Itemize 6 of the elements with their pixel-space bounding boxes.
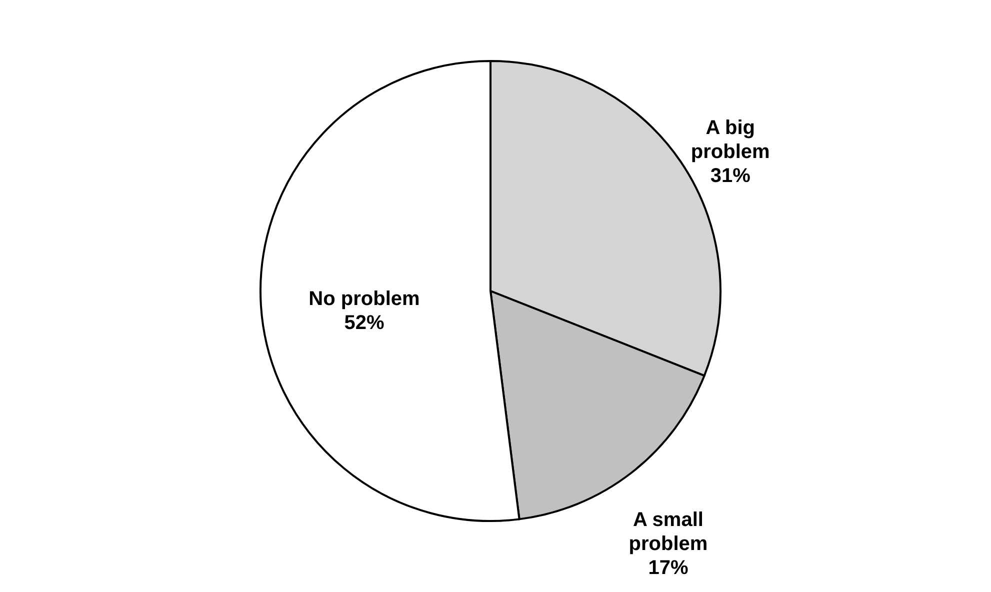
- slice-label: A small problem: [628, 509, 708, 556]
- data-label: 31%: [710, 164, 751, 187]
- slice-label: No problem: [308, 288, 420, 310]
- slice-label: A big problem: [690, 116, 770, 163]
- data-label: 17%: [648, 557, 688, 580]
- data-label: 52%: [344, 312, 384, 334]
